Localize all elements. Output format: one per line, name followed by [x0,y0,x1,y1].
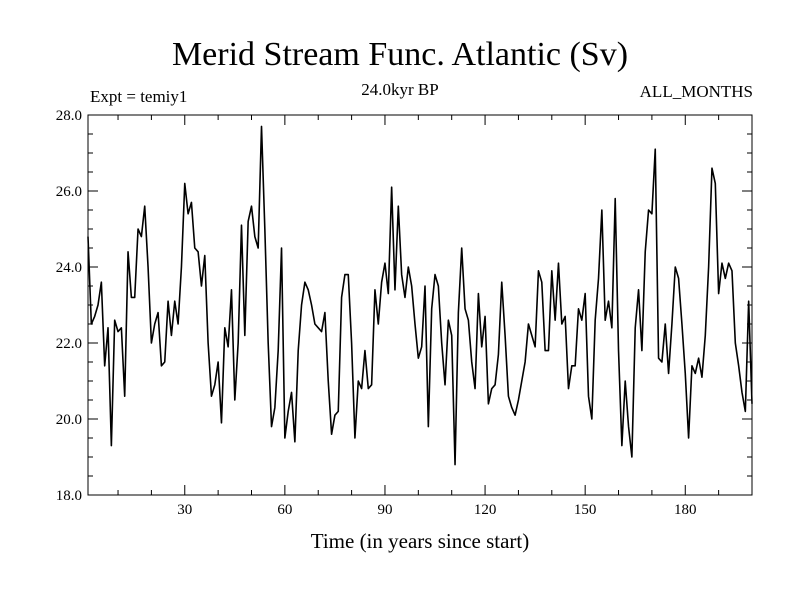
x-tick-label: 60 [277,502,292,518]
y-tick-label: 26.0 [56,184,82,200]
y-tick-label: 28.0 [56,108,82,124]
axis-tick-labels: 18.0 20.0 22.0 24.0 26.0 28.0 30 60 90 120 150 180 [56,108,697,518]
y-tick-label: 20.0 [56,412,82,428]
y-tick-label: 22.0 [56,336,82,352]
x-tick-label: 90 [377,502,392,518]
experiment-annotation: Expt = temiy1 [90,87,188,106]
chart-title: Merid Stream Func. Atlantic (Sv) [171,36,629,73]
y-tick-label: 18.0 [56,488,82,504]
x-tick-label: 150 [574,502,597,518]
chart-subtitle: 24.0kyr BP [361,80,439,99]
plot-frame [87,114,753,496]
axis-ticks [88,114,752,496]
months-annotation: ALL_MONTHS [639,82,753,101]
x-tick-label: 30 [177,502,192,518]
series-line [87,125,753,466]
x-tick-label: 180 [674,502,697,518]
y-tick-label: 24.0 [56,260,82,276]
x-tick-label: 120 [474,502,497,518]
x-axis-label: Time (in years since start) [311,529,530,553]
